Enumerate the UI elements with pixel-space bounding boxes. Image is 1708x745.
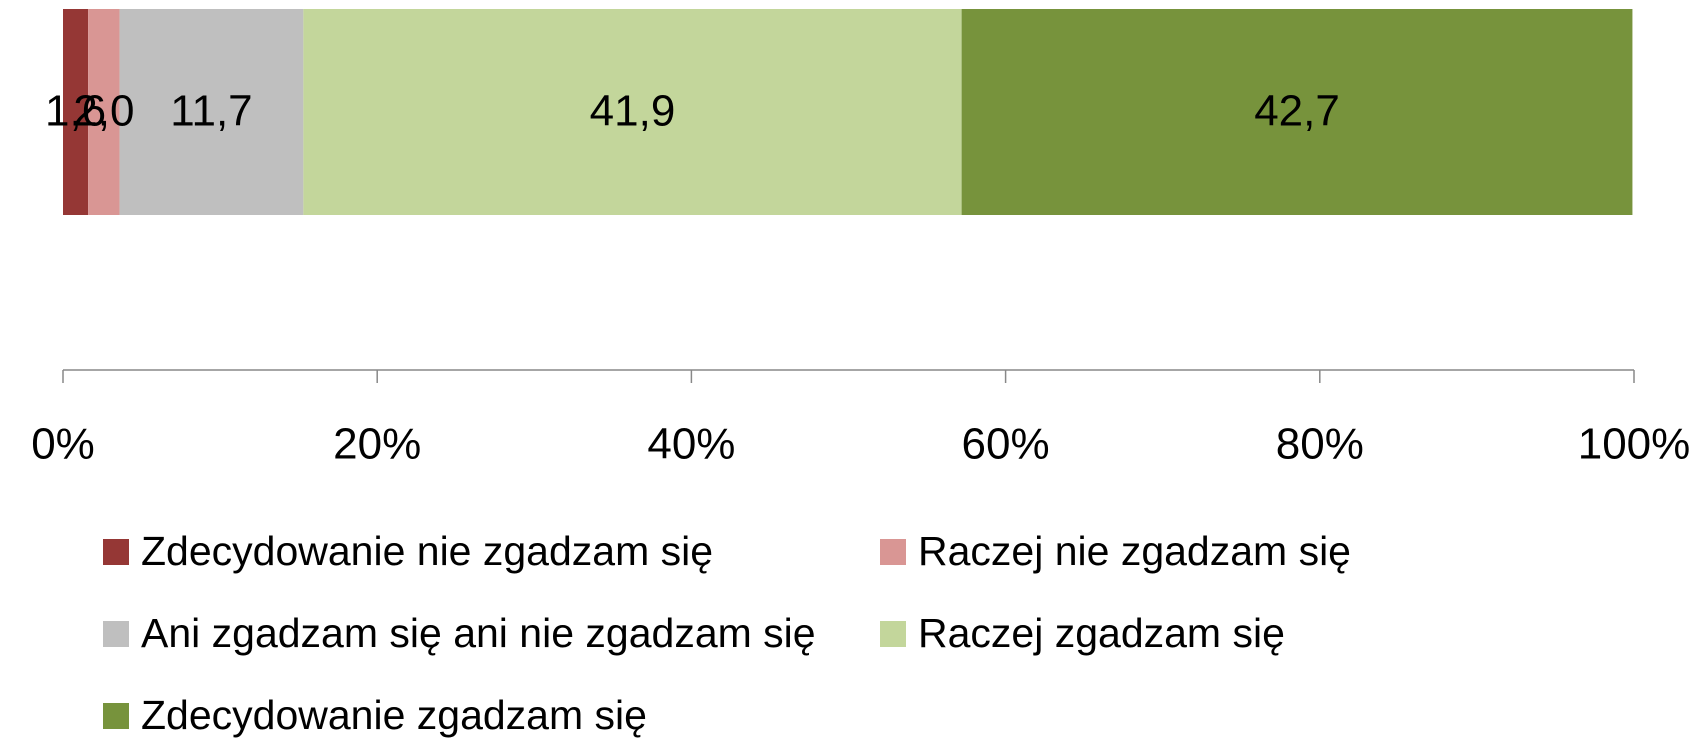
x-tick-label: 20% [333,420,421,469]
bar-segment [88,9,120,215]
legend-label: Ani zgadzam się ani nie zgadzam się [141,610,816,656]
legend-swatch [880,621,906,647]
data-label: 42,7 [1254,87,1340,136]
x-tick-label: 80% [1276,420,1364,469]
legend-swatch [103,539,129,565]
x-tick-label: 0% [31,420,95,469]
x-tick-label: 40% [647,420,735,469]
legend-swatch [103,621,129,647]
data-label: 2,0 [73,87,134,136]
legend-label: Zdecydowanie nie zgadzam się [141,528,713,574]
legend-swatch [103,703,129,729]
bar-segment [63,9,89,215]
bar-segment [961,9,1633,215]
bar-segment [303,9,962,215]
bar-segment [119,9,304,215]
legend-label: Raczej zgadzam się [918,610,1285,656]
data-label: 11,7 [170,87,252,136]
x-tick-label: 100% [1578,420,1691,469]
x-tick-label: 60% [962,420,1050,469]
legend-swatch [880,539,906,565]
data-label: 41,9 [590,87,676,136]
legend-label: Zdecydowanie zgadzam się [141,692,647,738]
data-label: 1,6 [45,87,106,136]
legend-label: Raczej nie zgadzam się [918,528,1351,574]
